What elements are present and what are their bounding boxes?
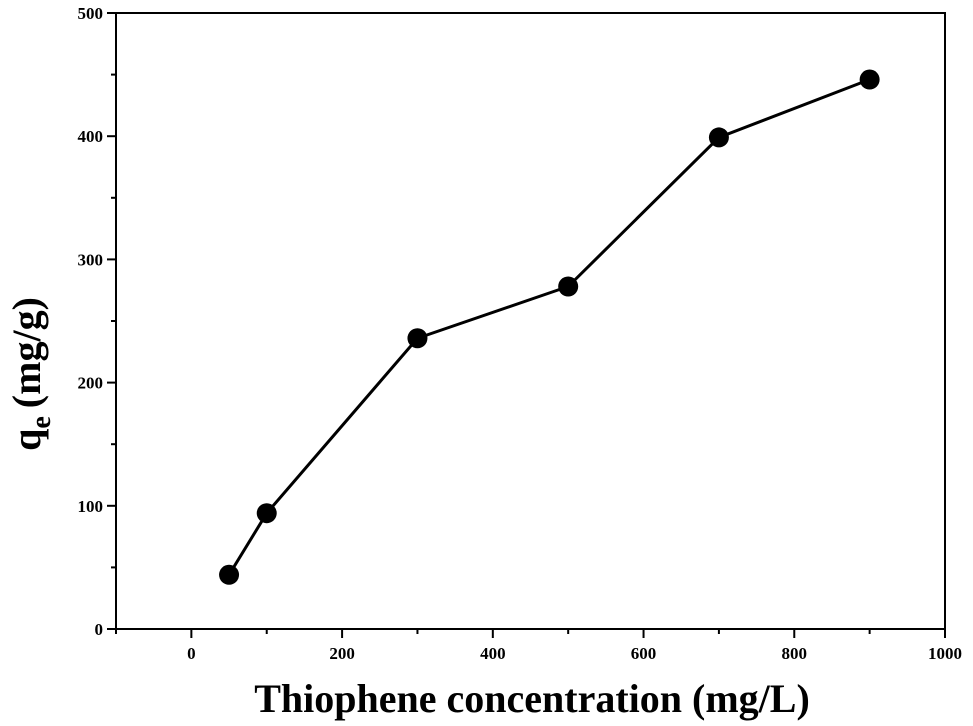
data-point [407,328,428,349]
x-tick-label: 1000 [928,644,962,663]
y-tick-label: 200 [78,374,104,393]
data-point [256,503,277,524]
y-tick-label: 300 [78,250,104,269]
data-point [558,276,579,297]
plot-frame [115,12,946,630]
y-tick-label: 100 [78,497,104,516]
y-tick-label: 500 [78,4,104,23]
axis-ticks: 0 200 400 600 800 1000 0 100 200 300 400 500 [78,4,963,663]
x-tick-label: 400 [480,644,506,663]
data-point [708,127,729,148]
data-point [219,564,240,585]
y-tick-label: 0 [95,620,104,639]
x-tick-label: 600 [631,644,657,663]
y-tick-label: 400 [78,127,104,146]
y-axis-title: qe (mg/g) [4,297,57,451]
plot-axes [115,12,946,630]
x-axis-title: Thiophene concentration (mg/L) [254,676,810,721]
series-layer [219,69,880,585]
y-axis-title-main: q [4,429,49,451]
series-line [227,78,871,576]
y-axis-title-subscript: e [26,416,57,428]
x-tick-label: 0 [187,644,196,663]
x-tick-label: 800 [782,644,808,663]
y-axis-title-unit: (mg/g) [4,297,49,408]
x-tick-label: 200 [329,644,355,663]
data-point [859,69,880,90]
